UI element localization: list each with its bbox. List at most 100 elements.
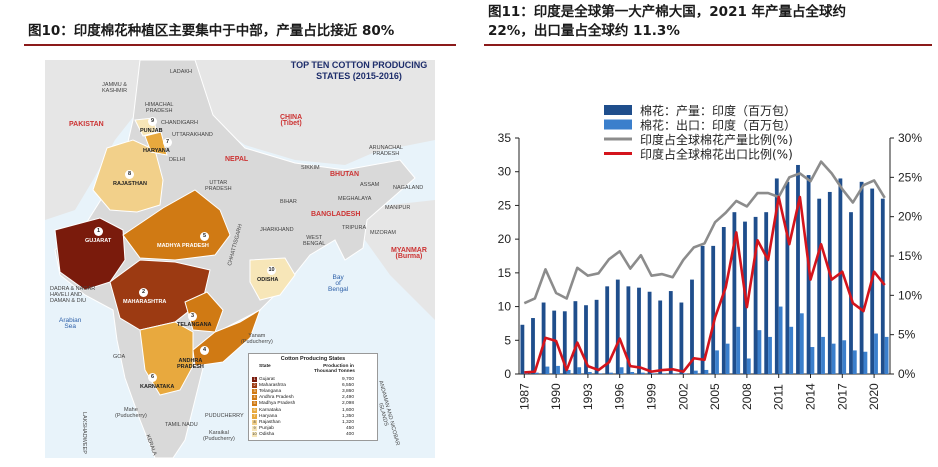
table-state: Maharashtra — [259, 382, 286, 388]
label-karaikal: Karaikal (Puducherry) — [203, 430, 235, 442]
label-haryana: HARYANA — [143, 148, 170, 154]
production-bar — [732, 212, 737, 374]
label-ap: ANDHRA PRADESH — [177, 358, 204, 370]
table-row: 9 Punjab 450 — [252, 426, 374, 432]
production-bar — [552, 310, 557, 374]
table-row: 5 Madhya Pradesh 2,098 — [252, 401, 374, 407]
production-bar — [849, 212, 853, 374]
label-punjab: PUNJAB — [140, 128, 163, 134]
table-row: 10 Odisha 400 — [252, 432, 374, 438]
production-bar — [690, 279, 694, 374]
label-uttarakhand: UTTARAKHAND — [172, 132, 213, 138]
label-bihar: BIHAR — [280, 199, 297, 205]
production-bar — [785, 181, 790, 374]
label-bay-of-bengal: Bay of Bengal — [328, 274, 349, 293]
export-bar — [831, 343, 836, 374]
label-tripura: TRIPURA — [342, 225, 367, 231]
map-title-line2: STATES (2015-2016) — [316, 71, 402, 81]
state-gujarat — [54, 217, 126, 291]
x-tick-label: 1987 — [517, 383, 531, 410]
production-bar — [615, 279, 620, 374]
production-bar — [817, 198, 822, 374]
export-bar — [810, 347, 815, 374]
chart-lines — [523, 160, 886, 374]
x-tick-label: 2014 — [804, 383, 818, 410]
rank-marker-rajasthan: 8 — [125, 170, 134, 179]
legend-label: 棉花：出口：印度（百万包） — [640, 118, 796, 133]
export-bar — [587, 371, 592, 374]
rank-swatch: 5 — [252, 401, 257, 407]
rank-marker-haryana: 7 — [163, 138, 172, 147]
figure11-title-line2: 22%，出口量占全球约 11.3% — [488, 23, 680, 39]
export-bar — [884, 336, 889, 374]
table-header: State Production in Thousand Tonnes — [252, 364, 374, 374]
legend-label: 印度占全球棉花产量比例(%) — [640, 132, 793, 147]
production-bar — [520, 324, 525, 374]
rank-marker-karnataka: 6 — [148, 373, 157, 382]
table-state: Madhya Pradesh — [259, 401, 296, 407]
table-value: 400 — [345, 432, 354, 438]
table-state: Andhra Pradesh — [259, 395, 294, 401]
x-tick-label: 2011 — [772, 384, 786, 410]
state-telangana — [184, 291, 224, 333]
x-tick-label: 1990 — [549, 383, 563, 410]
production-share-line — [523, 160, 886, 305]
table-row: 3 Telangana 3,860 — [252, 388, 374, 394]
table-value: 6,550 — [341, 382, 354, 388]
production-bar — [531, 318, 535, 374]
label-bhutan: BHUTAN — [330, 171, 360, 178]
chart-axes: 0 5 10 15 20 25 30 35 0% 5% 10% 15% 20% 25% 30% 1987 199… — [498, 131, 923, 410]
export-bar — [534, 372, 539, 374]
india-cotton-map: TOP TEN COTTON PRODUCING STATES (2015-201… — [45, 60, 435, 458]
table-state: Rajasthan — [259, 419, 281, 425]
production-bar — [573, 301, 578, 374]
map-title: TOP TEN COTTON PRODUCING STATES (2015-201… — [285, 60, 433, 82]
export-bar — [598, 373, 603, 374]
label-ladakh: LADAKH — [170, 69, 193, 75]
export-bar — [715, 350, 719, 374]
production-bar — [827, 191, 832, 374]
export-bar — [778, 306, 783, 374]
rank-swatch: 10 — [252, 432, 257, 438]
table-row: 4 Andhra Pradesh 2,490 — [252, 395, 374, 401]
rank-marker-gujarat: 1 — [94, 227, 103, 236]
table-value: 3,860 — [341, 388, 354, 394]
label-jharkhand: JHARKHAND — [260, 227, 294, 233]
export-bar — [821, 336, 825, 374]
production-bar — [700, 245, 705, 374]
label-mahe: Mahe (Puducherry) — [115, 407, 147, 419]
production-bar — [679, 302, 684, 374]
state-madhya-pradesh — [122, 189, 231, 261]
label-wb: WEST BENGAL — [303, 235, 326, 247]
right-tick-label: 0% — [898, 367, 916, 381]
figure11-underline — [484, 44, 932, 46]
header-production: Production in Thousand Tonnes — [314, 364, 355, 374]
export-bar — [789, 326, 794, 374]
label-karnataka: KARNATAKA — [140, 384, 175, 390]
production-bar — [838, 178, 843, 374]
x-tick-label: 2008 — [740, 383, 754, 410]
table-value: 450 — [345, 426, 354, 432]
production-bar — [711, 245, 716, 374]
export-bar — [577, 367, 582, 374]
export-bar — [704, 369, 709, 374]
export-bar — [863, 351, 868, 374]
label-myanmar: MYANMAR (Burma) — [391, 247, 427, 260]
header-state: State — [259, 364, 271, 369]
rank-swatch: 6 — [252, 407, 257, 413]
label-meghalaya: MEGHALAYA — [338, 196, 372, 202]
production-bar — [605, 286, 610, 374]
export-bar — [852, 350, 857, 374]
table-value: 2,490 — [341, 395, 354, 401]
left-tick-label: 15 — [498, 266, 512, 280]
production-bar — [721, 227, 726, 374]
right-tick-label: 10% — [898, 288, 922, 302]
header-spacer — [252, 364, 259, 374]
export-share-line — [524, 195, 886, 374]
table-row: 6 Karnataka 1,600 — [252, 407, 374, 413]
myanmar-region — [345, 200, 435, 320]
label-arabian-sea: Arabian Sea — [59, 317, 82, 330]
table-value: 9,700 — [341, 376, 354, 382]
table-state: Odisha — [259, 432, 275, 438]
x-tick-label: 1999 — [645, 383, 659, 410]
